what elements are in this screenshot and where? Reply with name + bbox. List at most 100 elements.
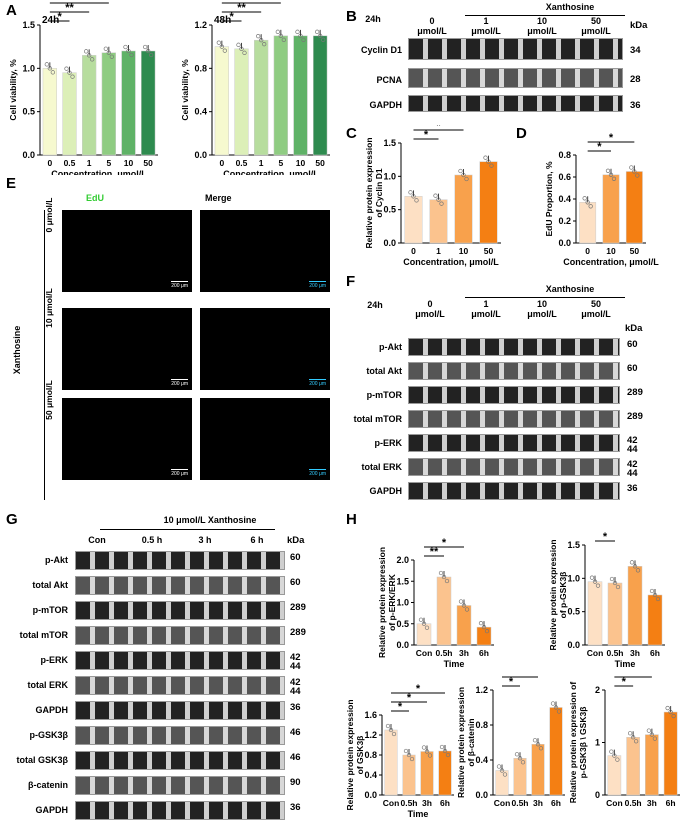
y-tick-label: 1.0 xyxy=(383,171,396,181)
kda-value: 42 44 xyxy=(627,435,638,455)
panel-b-conc-3: 50 μmol/L xyxy=(581,16,611,36)
bar xyxy=(476,626,492,646)
y-tick-label: 0.0 xyxy=(396,640,409,650)
scale-bar: 200 μm xyxy=(309,469,326,477)
kda-value: 36 xyxy=(630,100,641,111)
y-tick-label: 0.5 xyxy=(22,107,35,117)
panel-f-kda: kDa xyxy=(625,323,643,334)
blot-band xyxy=(408,410,620,428)
sig-mark: ** xyxy=(430,546,439,558)
micro-edu-2: 200 μm xyxy=(62,398,192,480)
bar xyxy=(214,46,229,156)
bar xyxy=(625,171,643,244)
data-point xyxy=(50,70,55,75)
micro-merge-0: 200 μm xyxy=(200,210,330,292)
blot-label: p-Akt xyxy=(379,342,402,352)
data-point xyxy=(149,52,154,58)
blot-band xyxy=(408,482,620,500)
data-point xyxy=(652,736,658,741)
kda-value: 34 xyxy=(630,45,641,56)
panel-f-conc-1: 1 μmol/L xyxy=(471,299,501,319)
sig-mark: * xyxy=(424,129,429,141)
y-tick-label: 0 xyxy=(595,790,600,800)
data-point xyxy=(635,568,641,573)
panel-b-time: 24h xyxy=(365,14,381,24)
bar xyxy=(531,744,545,796)
bar xyxy=(647,594,663,646)
data-point xyxy=(532,738,538,743)
data-point xyxy=(439,744,445,750)
x-tick-label: 0.5h xyxy=(606,648,623,658)
data-point xyxy=(222,48,227,53)
data-point xyxy=(484,628,490,634)
data-point xyxy=(445,752,451,758)
y-axis-label: Relative protein expressionof GSK3β xyxy=(345,699,365,810)
y-tick-label: 1.2 xyxy=(194,20,207,30)
y-axis-label-line: of p-ERK/ERK xyxy=(387,573,397,631)
data-point xyxy=(588,204,593,209)
sig-mark: *** xyxy=(73,0,87,5)
row-2: 50 μmol/L xyxy=(44,380,54,420)
kda-value: 42 44 xyxy=(627,459,638,479)
chart-title: 24h xyxy=(42,15,59,26)
bar xyxy=(429,199,448,244)
y-axis-label-line: of Cyclin D1 xyxy=(374,168,384,217)
data-point xyxy=(275,29,280,34)
data-point xyxy=(627,731,633,736)
bar xyxy=(436,576,452,646)
data-point xyxy=(315,29,320,34)
panel-f-blot: 24h Xanthosine 0 μmol/L 1 μmol/L 10 μmol… xyxy=(350,283,685,508)
y-axis-label: EdU Proportion, % xyxy=(544,161,554,237)
data-point xyxy=(433,193,438,198)
x-tick-label: 0.5h xyxy=(400,798,417,808)
x-tick-label: 0 xyxy=(47,158,52,168)
x-tick-label: Con xyxy=(383,798,400,808)
x-tick-label: 5 xyxy=(106,158,111,168)
sig-mark: * xyxy=(398,701,403,713)
blot-label: p-ERK xyxy=(374,438,403,448)
data-point xyxy=(458,599,464,604)
x-tick-label: 0.5h xyxy=(511,798,528,808)
panel-g-group-line xyxy=(100,529,275,530)
blot-band xyxy=(408,434,620,452)
chart-h-gsk3b: 0.0 0.4 0.8 1.2 1.6 Con 0.5h 3h 6h * * * Time Relativ… xyxy=(345,683,454,819)
sig-mark: * xyxy=(509,676,514,688)
sig-mark: * xyxy=(436,125,441,132)
x-tick-label: 3h xyxy=(422,798,432,808)
data-point xyxy=(439,201,444,206)
y-axis-label-line: Relative protein expression of xyxy=(568,682,578,804)
y-tick-label: 1.2 xyxy=(364,730,377,740)
data-point xyxy=(438,570,444,576)
blot-band xyxy=(408,38,623,60)
blot-label: GAPDH xyxy=(369,486,402,496)
bar xyxy=(101,52,116,156)
kda-value: 36 xyxy=(290,702,301,713)
blot-band xyxy=(75,576,285,595)
x-tick-label: Con xyxy=(606,798,623,808)
y-axis-label-line: Relative protein expression xyxy=(377,547,387,658)
y-tick-label: 1.0 xyxy=(22,63,35,73)
y-tick-label: 0.4 xyxy=(364,770,377,780)
sig-mark: * xyxy=(230,11,235,23)
y-tick-label: 1.5 xyxy=(396,576,409,586)
chart-a-48h: 0.00.40.81.200.5151050*********48hConcen… xyxy=(180,0,330,175)
data-point xyxy=(421,745,427,750)
bar xyxy=(384,729,398,796)
x-tick-label: 0 xyxy=(219,158,224,168)
bar xyxy=(293,35,308,156)
chart-c: 0.0 0.5 1.0 1.5 0 1 10 50 * * Concentration, μmol/… xyxy=(364,125,501,267)
kda-value: 46 xyxy=(290,727,301,738)
bar xyxy=(456,605,472,646)
y-axis-label-line: Relative protein expression xyxy=(456,687,466,798)
bar xyxy=(402,754,416,796)
data-point xyxy=(615,757,620,762)
y-axis-label-line: Relative protein expression xyxy=(345,699,355,810)
kda-value: 28 xyxy=(630,74,641,85)
sig-mark: * xyxy=(407,692,412,704)
data-point xyxy=(424,625,430,630)
y-tick-label: 0.4 xyxy=(194,107,207,117)
blot-band xyxy=(408,362,620,380)
panel-f-conc-2: 10 μmol/L xyxy=(527,299,557,319)
blot-band xyxy=(408,338,620,356)
